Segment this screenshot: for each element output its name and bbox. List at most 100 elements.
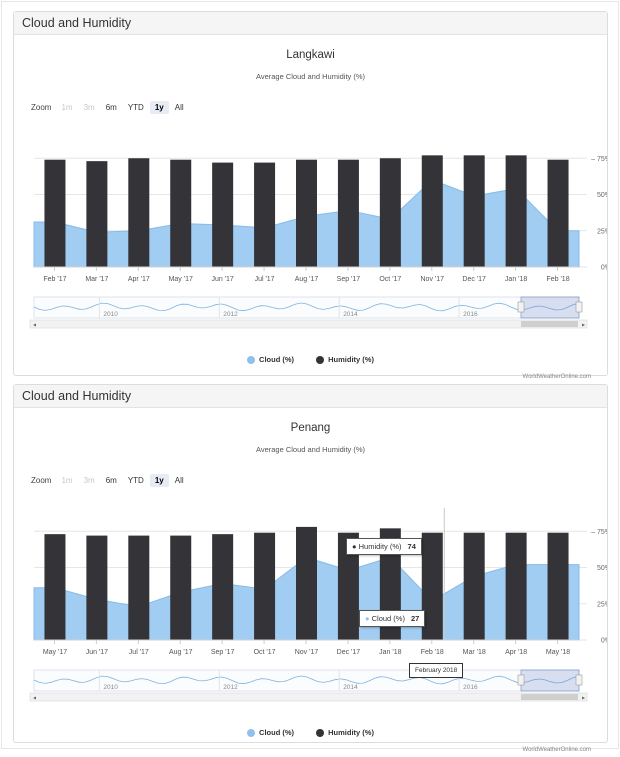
zoom-3m-button[interactable]: 3m bbox=[83, 476, 95, 485]
legend-item-humidity[interactable]: Humidity (%) bbox=[316, 355, 374, 364]
navigator-year-label: 2014 bbox=[343, 684, 358, 691]
zoom-6m-button[interactable]: 6m bbox=[105, 476, 117, 485]
tooltip-humidity-value: 74 bbox=[407, 542, 416, 551]
cloud-legend-dot bbox=[247, 355, 256, 364]
navigator-series-line bbox=[33, 302, 580, 312]
zoom-label: Zoom bbox=[31, 476, 52, 485]
chart-area: Langkawi Average Cloud and Humidity (%) … bbox=[14, 35, 607, 384]
zoom-3m-button[interactable]: 3m bbox=[83, 103, 95, 112]
humidity-bar bbox=[296, 159, 317, 267]
zoom-selector: Zoom 1m 3m 6m YTD 1y All bbox=[31, 474, 190, 487]
scroll-left-arrow: ◂ bbox=[33, 323, 36, 329]
navigator-year-label: 2016 bbox=[463, 684, 478, 691]
humidity-bar bbox=[421, 155, 443, 267]
humidity-tooltip: ● Humidity (%) 74 bbox=[346, 538, 422, 555]
humidity-bar bbox=[337, 532, 359, 640]
x-tick-label: May '17 bbox=[169, 276, 193, 283]
zoom-all-button[interactable]: All bbox=[174, 103, 184, 112]
y-tick-label: – 75% bbox=[591, 156, 607, 163]
navigator-year-label: 2012 bbox=[223, 311, 238, 318]
navigator-left-handle bbox=[517, 674, 525, 686]
cloud-humidity-panel-langkawi: Cloud and Humidity Langkawi Average Clou… bbox=[13, 11, 608, 380]
cloud-humidity-panel-penang: Cloud and Humidity Penang Average Cloud … bbox=[13, 384, 608, 753]
humidity-bar bbox=[337, 159, 359, 267]
humidity-bar bbox=[212, 162, 234, 267]
navigator-scrollbar-track bbox=[29, 692, 588, 702]
zoom-ytd-button[interactable]: YTD bbox=[127, 476, 144, 485]
chart-subtitle: Average Cloud and Humidity (%) bbox=[255, 445, 366, 454]
y-tick-label: 50% bbox=[597, 565, 607, 572]
legend-item-cloud[interactable]: Cloud (%) bbox=[247, 728, 294, 737]
x-tick-label: Jan '18 bbox=[379, 649, 401, 656]
humidity-bar bbox=[44, 534, 66, 640]
x-tick-label: Feb '17 bbox=[43, 276, 66, 283]
tooltip-humidity-label: Humidity (%) bbox=[358, 542, 402, 551]
legend-item-humidity[interactable]: Humidity (%) bbox=[316, 728, 374, 737]
scroll-right-arrow: ▸ bbox=[582, 323, 585, 329]
navigator-series-line bbox=[33, 675, 580, 685]
x-tick-label: Sep '17 bbox=[337, 276, 361, 283]
tooltip-cloud-label: Cloud (%) bbox=[371, 614, 405, 623]
humidity-bar bbox=[463, 532, 485, 640]
x-tick-label: Sep '17 bbox=[211, 649, 235, 656]
x-tick-label: Jul '17 bbox=[129, 649, 149, 656]
zoom-all-button[interactable]: All bbox=[174, 476, 184, 485]
x-tick-label: Aug '17 bbox=[295, 276, 319, 283]
humidity-bar bbox=[212, 534, 234, 640]
x-tick-label: Apr '18 bbox=[505, 649, 527, 656]
zoom-ytd-button[interactable]: YTD bbox=[127, 103, 144, 112]
zoom-selector: Zoom 1m 3m 6m YTD 1y All bbox=[31, 101, 190, 114]
humidity-bar bbox=[463, 155, 485, 267]
navigator-selection bbox=[520, 296, 580, 319]
x-tick-label: Jun '17 bbox=[211, 276, 233, 283]
chart-credit[interactable]: WorldWeatherOnline.com bbox=[522, 374, 591, 380]
chart-area: Penang Average Cloud and Humidity (%) Zo… bbox=[14, 408, 607, 757]
zoom-1m-button[interactable]: 1m bbox=[61, 103, 73, 112]
humidity-legend-dot bbox=[316, 728, 325, 737]
navigator-scrollbar-thumb bbox=[521, 694, 578, 700]
humidity-bar bbox=[128, 535, 150, 640]
humidity-bar bbox=[296, 526, 317, 640]
x-tick-label: Jun '17 bbox=[86, 649, 108, 656]
humidity-bar bbox=[170, 535, 192, 640]
humidity-bar bbox=[254, 532, 276, 640]
humidity-bar bbox=[421, 532, 443, 640]
chart-plot: 0% 25% 50% – 75% May '17 Jun '17 Jul '17 Aug '1… bbox=[29, 508, 607, 702]
zoom-1m-button[interactable]: 1m bbox=[61, 476, 73, 485]
humidity-bar bbox=[379, 158, 401, 267]
zoom-1y-button[interactable]: 1y bbox=[149, 101, 169, 114]
navigator-year-label: 2014 bbox=[343, 311, 358, 318]
x-tick-label: Nov '17 bbox=[295, 649, 319, 656]
x-tick-label: Mar '18 bbox=[463, 649, 486, 656]
zoom-6m-button[interactable]: 6m bbox=[105, 103, 117, 112]
chart-title: Langkawi bbox=[286, 49, 335, 61]
navigator-year-label: 2010 bbox=[103, 311, 118, 318]
humidity-bar bbox=[86, 161, 108, 267]
navigator-selection bbox=[520, 669, 580, 692]
legend-item-cloud[interactable]: Cloud (%) bbox=[247, 355, 294, 364]
navigator-left-handle bbox=[517, 301, 525, 313]
x-tick-label: Jul '17 bbox=[255, 276, 275, 283]
navigator-scrollbar-track bbox=[29, 319, 588, 329]
navigator-right-handle bbox=[575, 301, 583, 313]
x-tick-label: Nov '17 bbox=[421, 276, 445, 283]
x-tick-label: Dec '17 bbox=[462, 276, 486, 283]
humidity-bar bbox=[547, 532, 569, 640]
legend-cloud-label: Cloud (%) bbox=[259, 355, 295, 364]
y-tick-label: 0% bbox=[601, 638, 607, 645]
zoom-label: Zoom bbox=[31, 103, 52, 112]
x-tick-label: Oct '17 bbox=[379, 276, 401, 283]
humidity-bar bbox=[128, 158, 150, 267]
navigator-year-label: 2010 bbox=[103, 684, 118, 691]
x-tick-label: Oct '17 bbox=[254, 649, 276, 656]
chart-credit[interactable]: WorldWeatherOnline.com bbox=[522, 747, 591, 753]
humidity-bar bbox=[254, 162, 276, 267]
y-tick-label: 25% bbox=[597, 601, 607, 608]
x-tick-label: Apr '17 bbox=[128, 276, 150, 283]
x-tick-label: May '18 bbox=[546, 649, 570, 656]
navigator-right-handle bbox=[575, 674, 583, 686]
humidity-bar bbox=[505, 155, 527, 267]
humidity-bar bbox=[86, 535, 108, 640]
zoom-1y-button[interactable]: 1y bbox=[149, 474, 169, 487]
y-tick-label: 0% bbox=[601, 265, 607, 272]
